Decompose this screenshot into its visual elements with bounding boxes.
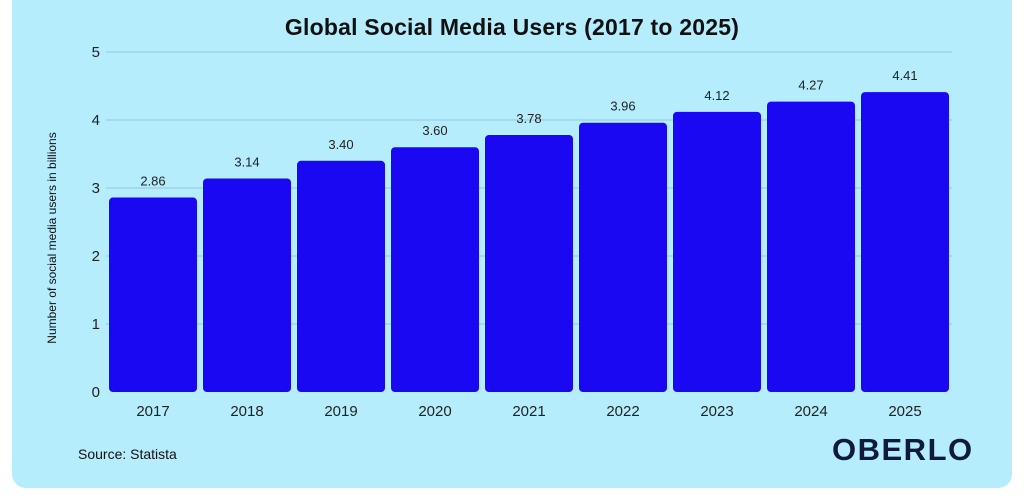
source-note: Source: Statista xyxy=(78,446,177,462)
chart-card: Global Social Media Users (2017 to 2025)… xyxy=(12,0,1012,488)
data-label: 4.12 xyxy=(704,88,729,103)
x-tick-label: 2019 xyxy=(324,403,357,420)
x-tick-label: 2022 xyxy=(606,403,639,420)
bar xyxy=(203,178,291,392)
bar xyxy=(391,147,479,392)
data-label: 3.96 xyxy=(610,99,635,114)
x-tick-label: 2024 xyxy=(794,403,827,420)
bar xyxy=(297,160,385,392)
data-label: 4.27 xyxy=(798,78,823,93)
data-label: 3.60 xyxy=(422,123,447,138)
data-label: 3.78 xyxy=(516,111,541,126)
y-tick-label: 2 xyxy=(92,248,100,265)
oberlo-logo: OBERLO xyxy=(832,432,974,467)
bar xyxy=(861,92,949,393)
x-tick-label: 2017 xyxy=(136,403,169,420)
x-tick-label: 2025 xyxy=(888,403,921,420)
chart-title: Global Social Media Users (2017 to 2025) xyxy=(284,14,740,40)
data-label: 2.86 xyxy=(140,174,165,189)
x-tick-label: 2021 xyxy=(512,403,545,420)
data-label: 4.41 xyxy=(892,68,917,83)
y-tick-label: 0 xyxy=(92,384,100,401)
data-label: 3.40 xyxy=(328,137,353,152)
y-tick-label: 4 xyxy=(92,112,100,129)
y-tick-label: 1 xyxy=(92,316,100,333)
data-label: 3.14 xyxy=(234,154,259,169)
bar xyxy=(673,111,761,392)
x-tick-label: 2023 xyxy=(700,403,733,420)
bar-chart: 0 1 2 3 4 5 2.86 2017 3.14 2018 3.40 2019 3.60 2020 3.… xyxy=(92,44,952,420)
y-tick-label: 3 xyxy=(92,180,100,197)
bar xyxy=(579,122,667,392)
x-tick-label: 2018 xyxy=(230,403,263,420)
bar xyxy=(485,134,573,392)
y-tick-label: 5 xyxy=(92,44,100,61)
bar xyxy=(767,101,855,392)
bar xyxy=(109,197,197,392)
x-tick-label: 2020 xyxy=(418,403,451,420)
